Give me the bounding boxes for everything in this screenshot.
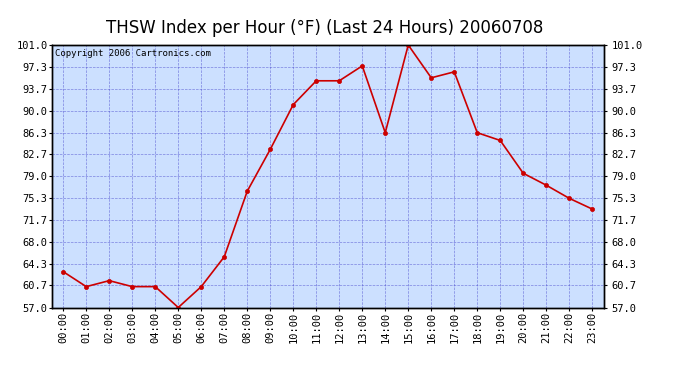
Text: THSW Index per Hour (°F) (Last 24 Hours) 20060708: THSW Index per Hour (°F) (Last 24 Hours)…: [106, 19, 543, 37]
Text: Copyright 2006 Cartronics.com: Copyright 2006 Cartronics.com: [55, 49, 210, 58]
